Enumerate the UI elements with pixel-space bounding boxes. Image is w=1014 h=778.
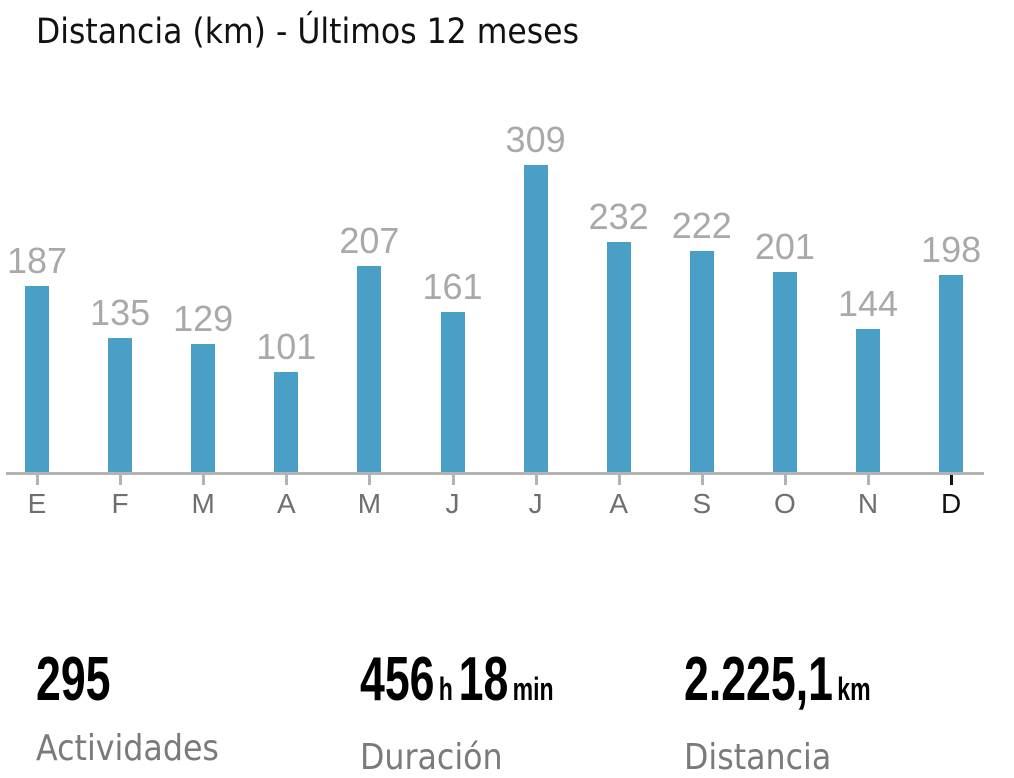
bar-value-label: 207 [339,220,400,261]
stat-label: Distancia [684,737,832,778]
x-axis-tick [202,475,206,485]
bar[interactable] [606,242,631,472]
stat-value: 456 h18 min [360,640,559,729]
month-label[interactable]: M [191,488,215,519]
distance-total: 2.225,1 [684,645,833,714]
x-axis-tick [617,475,621,485]
bar-value-label: 144 [837,283,899,324]
x-axis-tick [950,475,954,485]
month-label[interactable]: M [357,488,382,519]
bar-value-label: 232 [588,196,649,237]
x-axis-line [6,472,984,475]
bar[interactable] [108,338,133,472]
x-axis-tick [119,475,123,485]
bar-value-label: 161 [422,266,483,307]
bar[interactable] [25,286,49,472]
x-axis-tick [867,475,870,485]
month-label[interactable]: F [111,488,129,519]
x-axis-tick [451,475,455,485]
activities-count: 295 [36,645,111,714]
month-label[interactable]: S [692,488,712,519]
hours-unit: h [438,671,453,707]
x-axis-tick [285,475,289,485]
distance-bar-chart: 187 E 135 F 129 M 101 A 207 M 161 J 309 J 232 A 222 S 201 O… [6,119,984,519]
stat-distance: 2.225,1 km Distancia [684,640,951,778]
month-label[interactable]: O [774,488,796,519]
duration-minutes: 18 [458,645,509,714]
bar-value-label: 309 [505,119,566,160]
month-label[interactable]: A [276,488,296,519]
bar[interactable] [939,275,964,472]
month-label[interactable]: D [940,488,962,519]
bar-value-label: 101 [256,326,317,367]
stat-label: Duración [360,737,503,778]
km-unit: km [837,671,871,707]
bar-value-label: 135 [90,292,151,333]
stat-duration: 456 h18 min Duración [360,640,637,778]
bar[interactable] [772,272,797,472]
bar[interactable] [856,329,880,472]
stat-value: 295 [36,640,186,720]
bar[interactable] [689,251,714,472]
bar[interactable] [523,165,548,472]
x-axis-tick [368,475,372,485]
bar[interactable] [191,344,216,472]
x-axis-tick [783,475,787,485]
month-label[interactable]: N [857,488,879,519]
month-label[interactable]: J [445,488,460,519]
chart-title: Distancia (km) - Últimos 12 meses [36,12,579,52]
stat-value: 2.225,1 km [684,640,876,729]
bar-value-label: 222 [671,205,732,246]
bar-value-label: 129 [173,298,234,339]
minutes-unit: min [512,671,554,707]
x-axis-tick [700,475,704,485]
month-label[interactable]: E [27,488,47,519]
month-label[interactable]: J [528,488,543,519]
bar[interactable] [440,312,465,472]
stat-activities: 295 Actividades [36,640,244,769]
stat-label: Actividades [36,728,219,769]
x-axis-tick [534,475,538,485]
duration-hours: 456 [360,645,435,714]
bar-value-label: 201 [754,226,815,267]
bar[interactable] [274,372,299,472]
month-label[interactable]: A [609,488,629,519]
bar[interactable] [357,266,382,472]
bar-value-label: 187 [6,240,68,281]
bar-value-label: 198 [921,229,982,270]
x-axis-tick [36,475,39,485]
